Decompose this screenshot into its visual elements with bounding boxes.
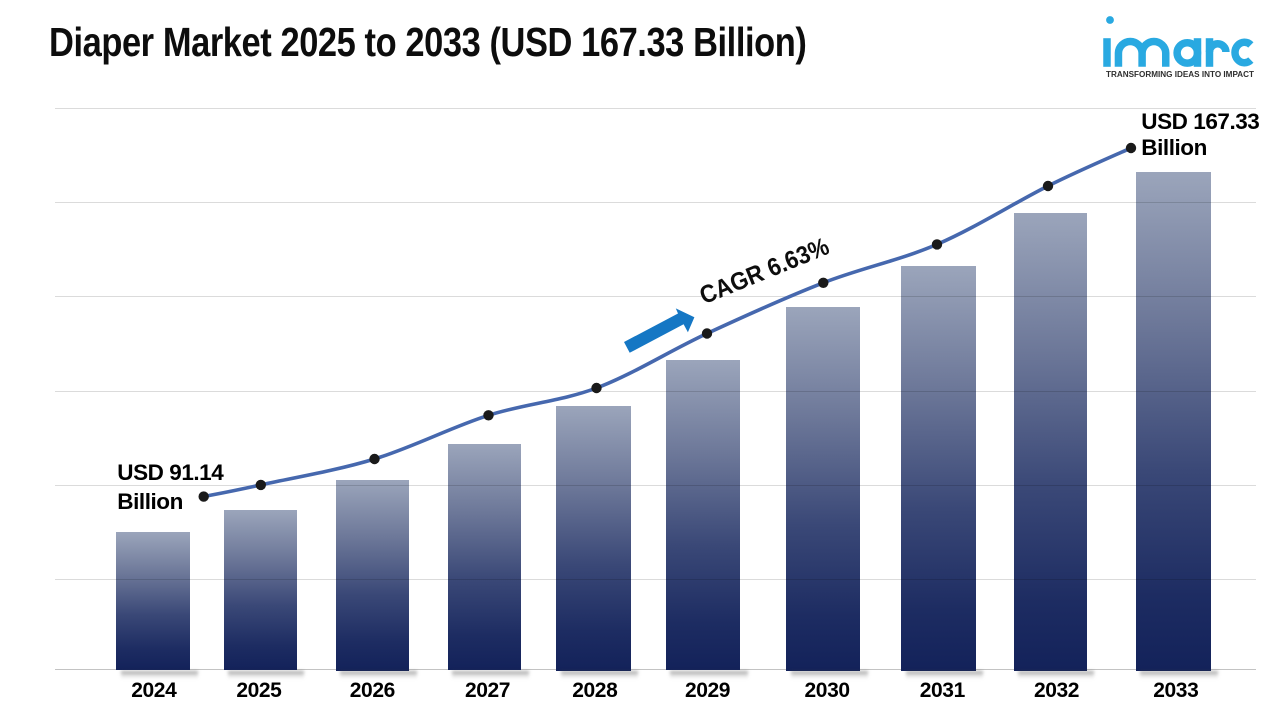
svg-text:CAGR 6.63%: CAGR 6.63% [696, 232, 833, 310]
svg-text:TRANSFORMING IDEAS INTO IMPACT: TRANSFORMING IDEAS INTO IMPACT [1106, 70, 1254, 79]
